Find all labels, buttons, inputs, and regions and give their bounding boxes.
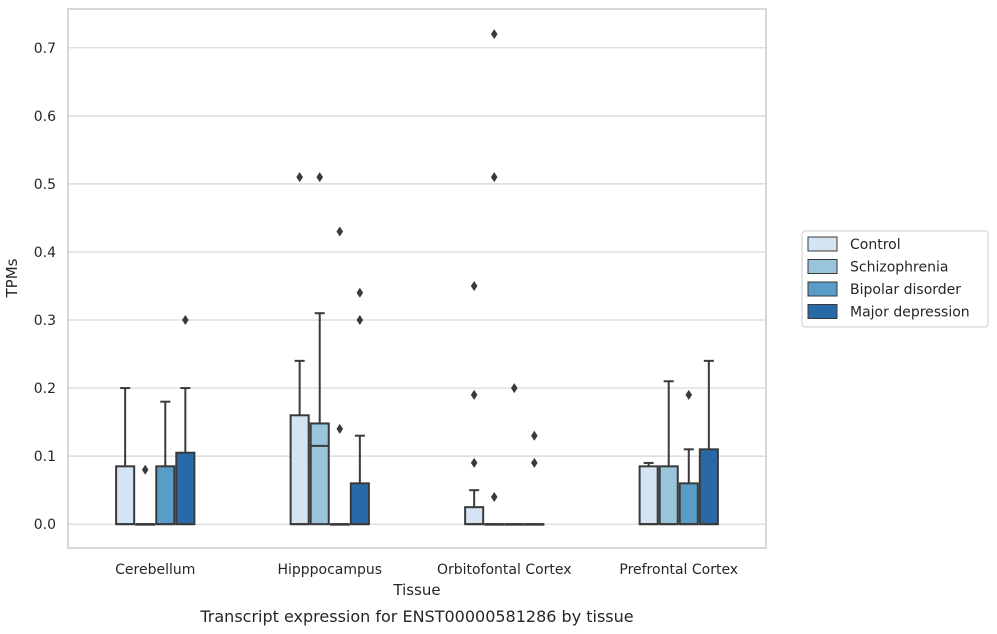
box-control <box>115 387 136 526</box>
legend: Control Schizophrenia Bipolar disorder Majo… <box>801 230 989 328</box>
outlier-point <box>470 389 478 400</box>
x-axis-title: Tissue <box>392 581 440 599</box>
legend-swatch <box>807 236 838 252</box>
outlier-point <box>470 280 478 291</box>
box-iqr <box>464 506 485 526</box>
outlier-point <box>490 29 498 40</box>
outlier-point <box>296 172 303 183</box>
box-iqr <box>658 465 679 526</box>
y-tick-label: 0.5 <box>34 177 56 193</box>
chart-caption: Transcript expression for ENST0000058128… <box>199 607 633 626</box>
box-schizophrenia <box>135 464 156 526</box>
box-iqr <box>309 422 330 526</box>
box-bipolar-disorder <box>504 383 525 526</box>
legend-swatch <box>807 259 838 274</box>
box-groups <box>115 29 719 526</box>
legend-frame <box>801 230 989 328</box>
outlier-point <box>490 491 498 502</box>
legend-label: Major depression <box>850 305 970 321</box>
outlier-point <box>356 287 364 298</box>
box-iqr <box>638 465 659 526</box>
legend-label: Control <box>850 237 901 253</box>
box-major-depression <box>175 315 196 526</box>
outlier-point <box>356 315 364 326</box>
y-tick-label: 0.0 <box>34 517 56 533</box>
outlier-point <box>336 423 344 434</box>
box-major-depression <box>524 430 545 526</box>
x-tick-labels: Cerebellum Hipppocampus Orbitofontal Corte… <box>115 562 738 578</box>
legend-label: Bipolar disorder <box>850 282 961 298</box>
x-tick-label: Hipppocampus <box>277 562 382 578</box>
x-tick-label: Orbitofontal Cortex <box>437 562 572 578</box>
outlier-point <box>470 457 478 468</box>
box-iqr <box>349 482 370 526</box>
y-axis-title: TPMs <box>3 258 21 298</box>
outlier-point <box>510 383 518 394</box>
plot-frame <box>67 8 767 549</box>
box-iqr <box>155 465 176 526</box>
box-iqr <box>678 482 699 526</box>
y-tick-label: 0.6 <box>34 109 56 125</box>
outlier-point <box>531 457 538 468</box>
box-iqr <box>289 414 310 526</box>
box-iqr <box>175 451 196 526</box>
box-control <box>638 461 659 526</box>
x-tick-label: Prefrontal Cortex <box>619 562 738 578</box>
outlier-point <box>316 172 324 183</box>
y-tick-label: 0.7 <box>34 41 56 57</box>
box-bipolar-disorder <box>155 400 176 526</box>
box-major-depression <box>349 287 370 526</box>
box-schizophrenia <box>484 29 505 526</box>
outlier-point <box>531 430 538 441</box>
y-tick-label: 0.4 <box>34 245 56 261</box>
legend-swatch <box>807 304 838 319</box>
box-bipolar-disorder <box>678 389 699 526</box>
outlier-point <box>141 464 149 475</box>
x-tick-label: Cerebellum <box>115 562 195 578</box>
box-iqr <box>115 465 136 526</box>
box-control <box>289 172 310 526</box>
box-schizophrenia <box>309 172 330 526</box>
box-control <box>464 280 485 526</box>
outlier-point <box>490 172 498 183</box>
outlier-point <box>336 226 344 237</box>
legend-label: Schizophrenia <box>850 260 948 276</box>
box-major-depression <box>698 359 719 526</box>
y-tick-label: 0.3 <box>34 313 56 329</box>
y-tick-labels: 0.0 0.1 0.2 0.3 0.4 0.5 0.6 0.7 <box>34 41 56 533</box>
box-schizophrenia <box>658 380 679 526</box>
legend-swatch <box>807 281 838 297</box>
box-bipolar-disorder <box>329 226 350 526</box>
outlier-point <box>685 389 693 400</box>
outlier-point <box>182 315 189 326</box>
y-tick-label: 0.1 <box>34 449 56 465</box>
y-tick-label: 0.2 <box>34 381 56 397</box>
box-iqr <box>698 448 719 526</box>
